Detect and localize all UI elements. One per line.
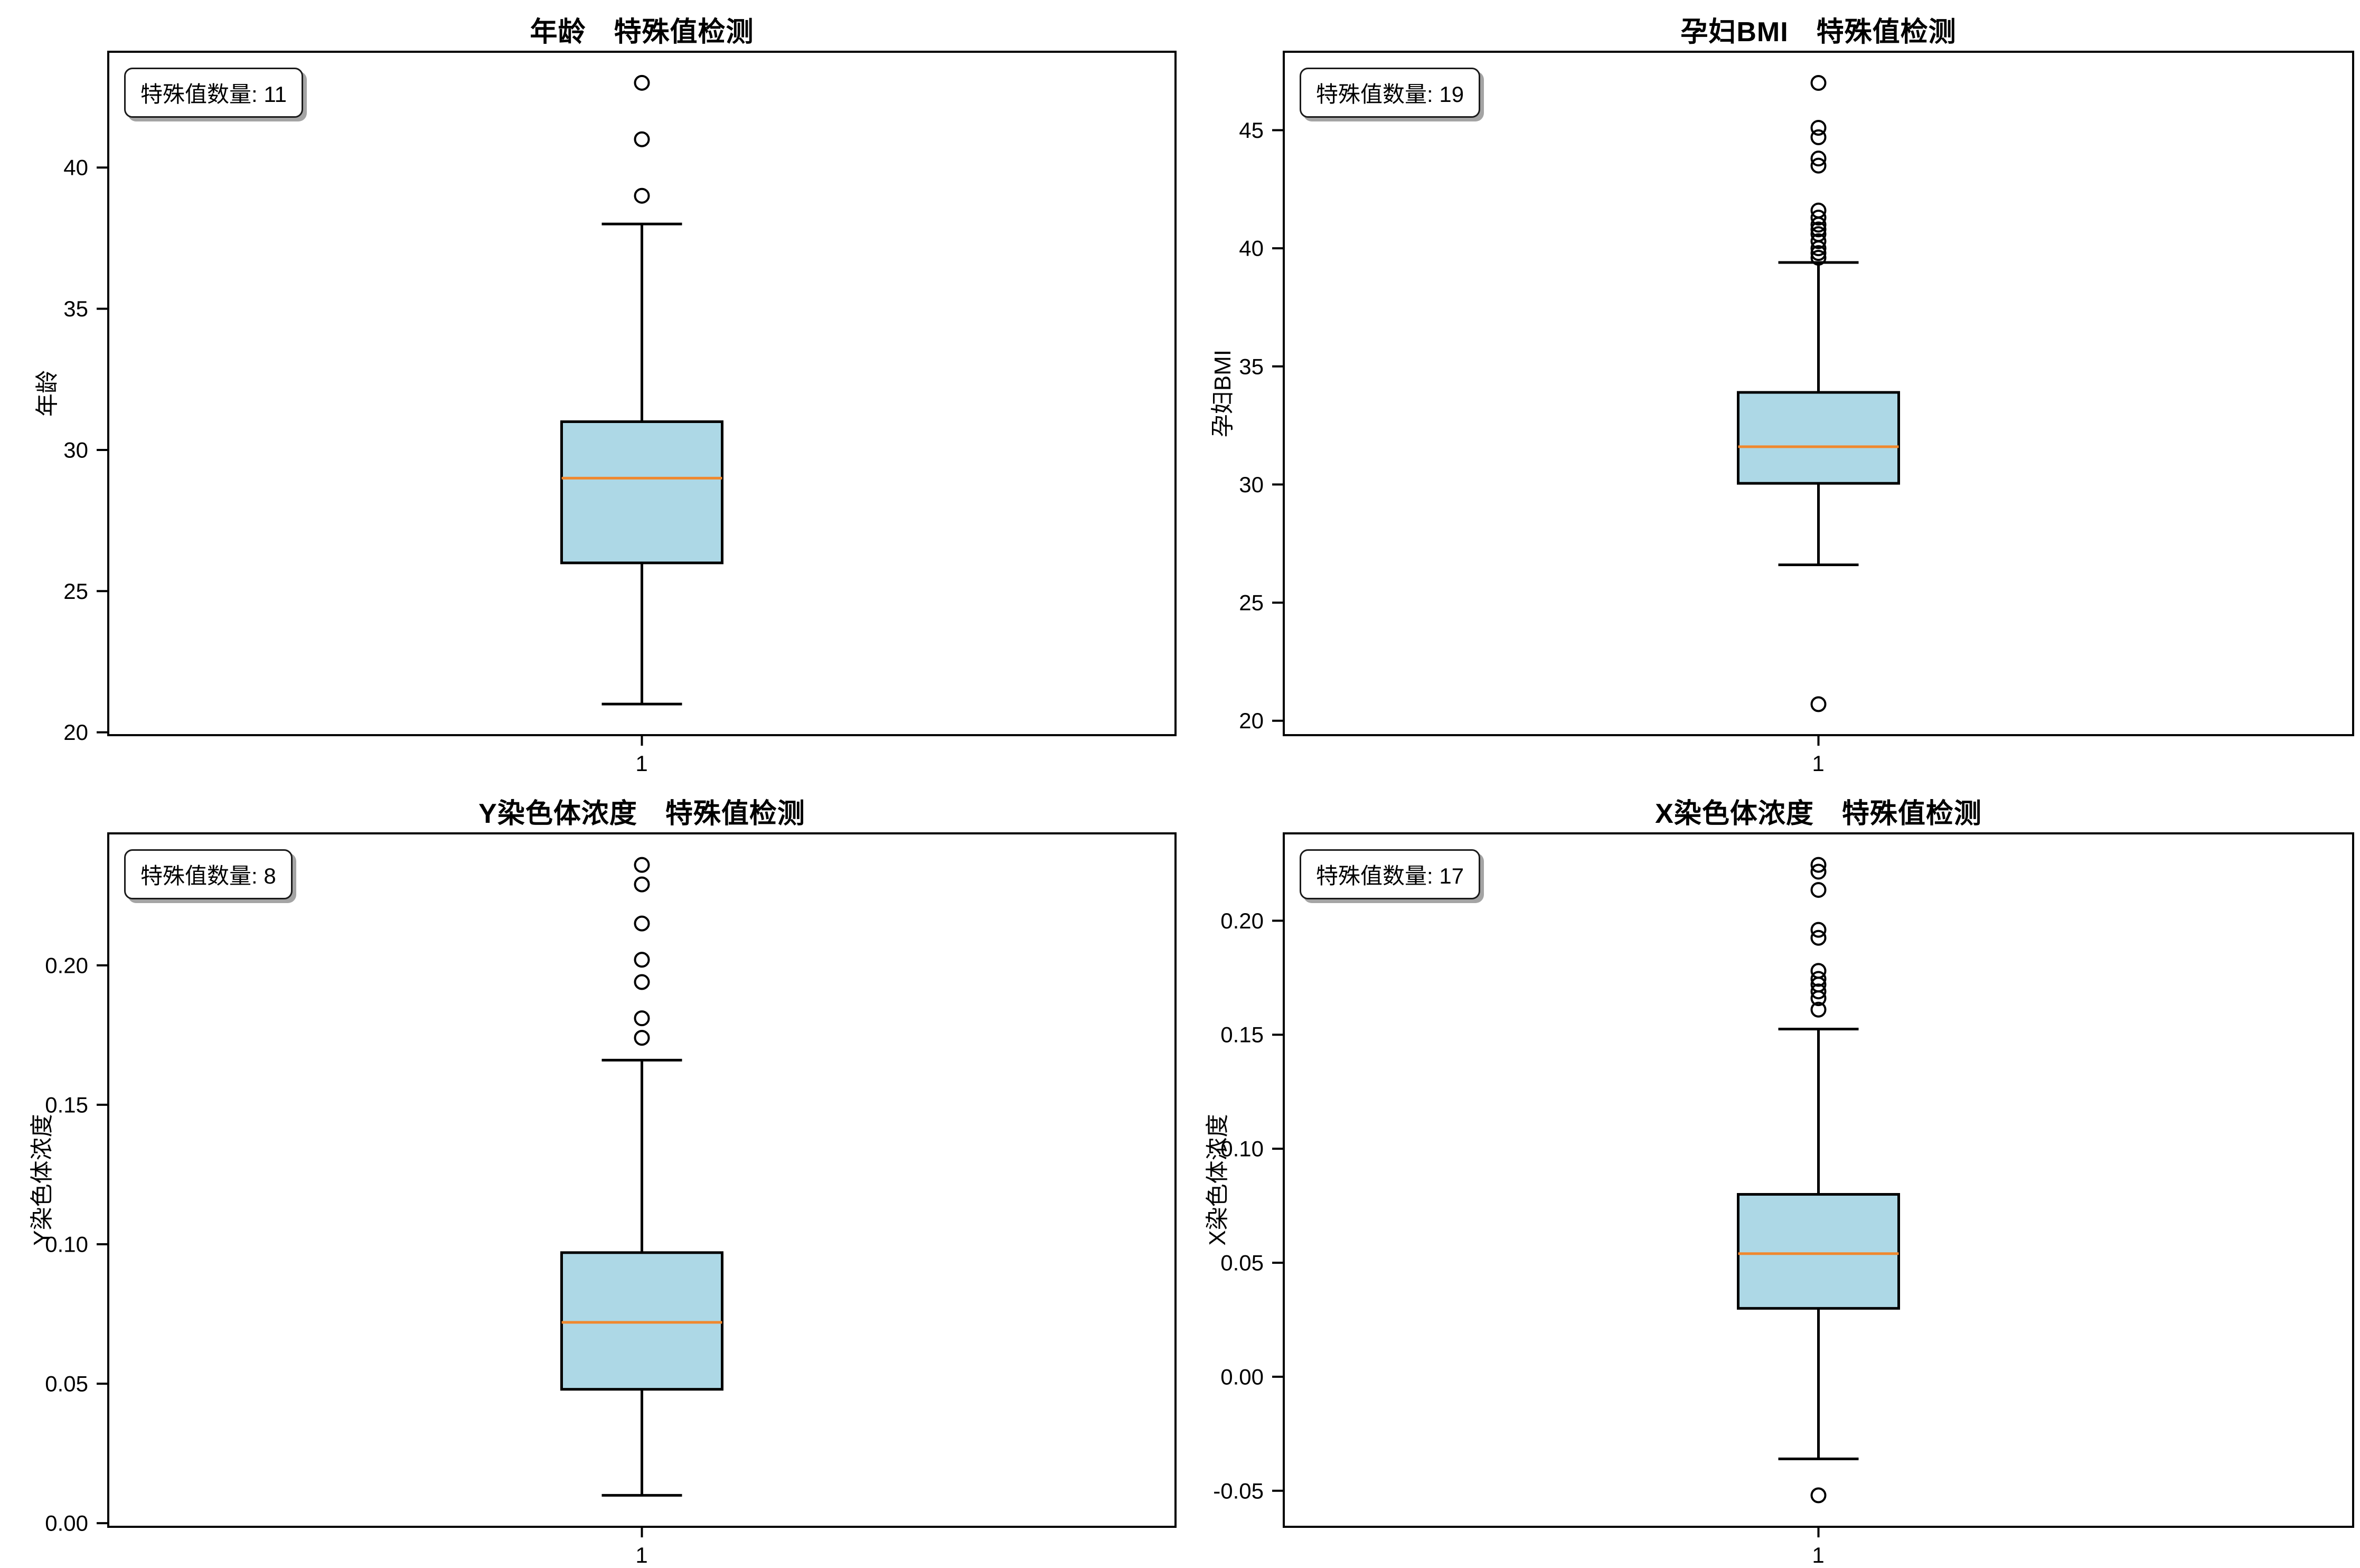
y-tick-label: 0.20 xyxy=(1220,908,1264,933)
y-tick-label: 20 xyxy=(63,720,88,745)
outlier-point xyxy=(1810,217,1827,233)
outlier-point xyxy=(1810,129,1827,145)
x-tick-label-y-conc: 1 xyxy=(635,1543,648,1567)
y-tick-label: 0.20 xyxy=(45,953,88,978)
outlier-point xyxy=(1810,120,1827,136)
y-tick-label: 25 xyxy=(1239,590,1264,615)
iqr-box xyxy=(560,420,723,565)
y-tick-label: 0.10 xyxy=(1220,1137,1264,1161)
outlier-point xyxy=(634,952,650,968)
outlier-point xyxy=(1810,209,1827,226)
subplot-title-x-conc: X染色体浓度 特殊值检测 xyxy=(1655,799,1982,829)
outlier-point xyxy=(1810,983,1827,1000)
outlier-point xyxy=(1810,857,1827,873)
outlier-point xyxy=(1810,221,1827,238)
x-tick-label-x-conc: 1 xyxy=(1812,1543,1825,1567)
outlier-point xyxy=(634,74,650,91)
y-tick-label: 0.15 xyxy=(1220,1022,1264,1047)
y-tick-label: 0.05 xyxy=(45,1372,88,1396)
outlier-point xyxy=(634,131,650,147)
outlier-point xyxy=(1810,245,1827,261)
subplot-title-age: 年龄 特殊值检测 xyxy=(530,17,754,48)
subplot-title-bmi: 孕妇BMI 特殊值检测 xyxy=(1680,17,1957,48)
y-tick-label: 45 xyxy=(1239,118,1264,143)
outlier-point xyxy=(1810,863,1827,880)
outlier-point xyxy=(634,1010,650,1027)
y-tick-label: 40 xyxy=(1239,236,1264,261)
y-tick-label: 40 xyxy=(63,155,88,180)
outlier-point xyxy=(1810,696,1827,712)
y-tick-label: 35 xyxy=(63,296,88,321)
outlier-point xyxy=(1810,990,1827,1007)
outlier-point xyxy=(634,1030,650,1046)
outlier-point xyxy=(634,876,650,893)
outlier-count-badge-y-conc: 特殊值数量: 8 xyxy=(124,849,293,899)
outlier-point xyxy=(1810,971,1827,987)
outlier-point xyxy=(1810,922,1827,938)
y-tick-label: 0.00 xyxy=(45,1511,88,1536)
outlier-point xyxy=(1810,75,1827,91)
plot-area-age: 20 25 30 35 40 xyxy=(63,51,1177,746)
iqr-box xyxy=(1737,391,1900,485)
y-tick-label: 30 xyxy=(63,437,88,462)
plot-area-x-conc: -0.05 0.00 0.05 0.10 0.15 0.20 xyxy=(1213,832,2354,1537)
y-tick-label: -0.05 xyxy=(1213,1478,1264,1503)
iqr-box xyxy=(1737,1193,1900,1310)
outlier-point xyxy=(1810,240,1827,257)
outlier-count-badge-x-conc: 特殊值数量: 17 xyxy=(1300,849,1481,899)
outlier-count-badge-age: 特殊值数量: 11 xyxy=(124,68,303,118)
outlier-point xyxy=(634,915,650,932)
outlier-point xyxy=(1810,1487,1827,1504)
x-tick-label-bmi: 1 xyxy=(1812,751,1825,776)
outlier-point xyxy=(634,974,650,990)
outlier-count-badge-bmi: 特殊值数量: 19 xyxy=(1300,68,1481,118)
y-tick-label: 0.10 xyxy=(45,1232,88,1256)
outlier-point xyxy=(1810,929,1827,946)
y-tick-label: 0.05 xyxy=(1220,1251,1264,1275)
outlier-point xyxy=(1810,882,1827,898)
outlier-point xyxy=(634,857,650,873)
outlier-point xyxy=(1810,233,1827,249)
y-tick-label: 30 xyxy=(1239,472,1264,497)
outlier-point xyxy=(1810,250,1827,266)
plot-area-y-conc: 0.00 0.05 0.10 0.15 0.20 xyxy=(45,832,1177,1537)
outlier-point xyxy=(1810,151,1827,167)
iqr-box xyxy=(560,1251,723,1391)
outlier-point xyxy=(1810,1001,1827,1018)
y-tick-label: 20 xyxy=(1239,708,1264,733)
outlier-point xyxy=(1810,157,1827,174)
plot-area-bmi: 20 25 30 35 40 45 xyxy=(1239,51,2354,746)
y-tick-label: 35 xyxy=(1239,354,1264,379)
x-tick-label-age: 1 xyxy=(635,751,648,776)
y-tick-label: 0.00 xyxy=(1220,1364,1264,1389)
y-tick-label: 0.15 xyxy=(45,1092,88,1117)
subplot-title-y-conc: Y染色体浓度 特殊值检测 xyxy=(478,799,805,829)
outlier-point xyxy=(634,187,650,204)
y-tick-label: 25 xyxy=(63,579,88,604)
